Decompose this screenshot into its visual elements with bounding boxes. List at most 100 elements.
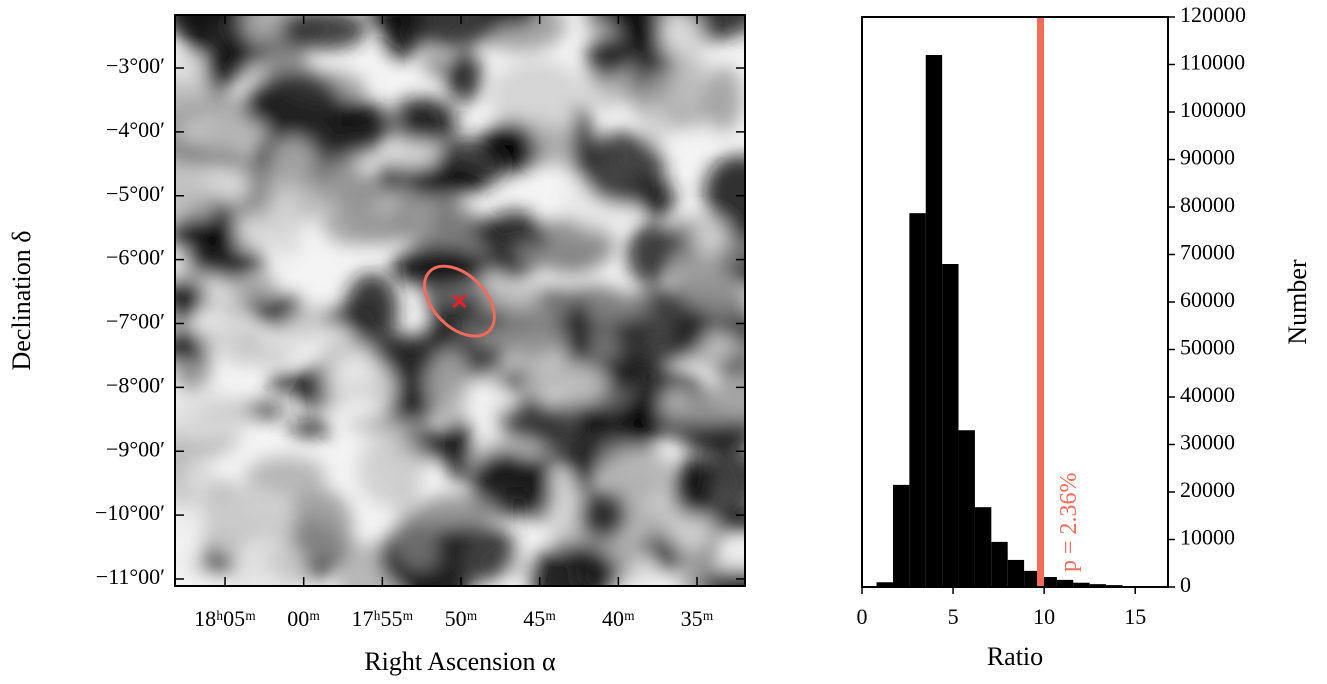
cloud (585, 36, 629, 78)
cloud (470, 450, 541, 518)
cloud (499, 405, 574, 443)
y-tick-label: 20000 (1180, 477, 1235, 502)
y-tick-label: 110000 (1180, 50, 1245, 75)
cloud (661, 15, 704, 59)
x-tick-label: 5 (948, 604, 959, 629)
cloud (623, 392, 662, 451)
cloud (444, 417, 474, 483)
bar (1056, 579, 1074, 587)
cloud (489, 15, 537, 27)
cloud (289, 418, 332, 438)
bar (876, 582, 893, 587)
cloud (245, 456, 327, 498)
cloud (208, 48, 232, 99)
cloud (482, 210, 547, 280)
cloud (371, 333, 435, 378)
y-tick-label: 30000 (1180, 430, 1235, 455)
threshold-label: p = 2.36% (1056, 472, 1082, 572)
x-tick-label: 45ᵐ (523, 606, 556, 631)
cloud (697, 571, 745, 586)
cloud (260, 308, 289, 327)
cloud (596, 446, 673, 498)
cloud (490, 59, 585, 136)
cloud (580, 131, 665, 205)
cloud (667, 510, 714, 551)
cloud (483, 343, 505, 368)
cloud (281, 15, 368, 51)
cloud (692, 218, 729, 256)
cloud (175, 388, 250, 445)
x-tick-label: 10 (1033, 604, 1055, 629)
cloud (402, 164, 487, 197)
cloud (196, 285, 250, 358)
cloud (271, 191, 303, 259)
y-tick-label: −4°00′ (106, 117, 165, 142)
y-tick-label: 0 (1180, 572, 1191, 597)
cloud (668, 48, 708, 113)
cloud (436, 522, 517, 583)
y-tick-label: 80000 (1180, 192, 1235, 217)
cloud (516, 245, 553, 269)
y-tick-label: −3°00′ (106, 53, 165, 78)
cloud (522, 360, 609, 406)
cloud (322, 198, 389, 246)
x-axis-label: Ratio (987, 642, 1043, 671)
bar (991, 541, 1008, 587)
y-tick-label: −8°00′ (106, 372, 165, 397)
cloud (175, 432, 187, 485)
cloud (427, 348, 469, 424)
cloud (231, 537, 307, 586)
y-tick-label: −9°00′ (106, 436, 165, 461)
cloud (212, 96, 252, 116)
cloud (418, 494, 496, 528)
cloud (175, 54, 203, 85)
cloud (571, 437, 597, 496)
cloud (222, 347, 294, 365)
cloud (671, 237, 732, 309)
y-tick-label: −5°00′ (106, 181, 165, 206)
source-region (423, 264, 496, 338)
y-tick-label: −11°00′ (96, 564, 165, 589)
cloud (240, 15, 279, 37)
y-axis-label: Number (1283, 259, 1312, 345)
cloud (357, 432, 424, 508)
y-tick-label: 120000 (1180, 2, 1246, 27)
cloud (315, 156, 363, 204)
cloud (268, 136, 317, 186)
bar (1073, 582, 1090, 587)
bar (892, 484, 910, 587)
sky-map (175, 15, 745, 586)
bar (974, 507, 992, 587)
x-tick-label: 17ʰ55ᵐ (351, 606, 413, 631)
cloud (548, 291, 649, 323)
cloud (389, 191, 472, 247)
cloud (423, 50, 448, 78)
x-tick-label: 50ᵐ (445, 606, 478, 631)
y-tick-label: −7°00′ (106, 309, 165, 334)
source-marker (452, 294, 467, 309)
cloud (327, 356, 395, 422)
cloud (393, 511, 450, 572)
cloud (175, 277, 208, 317)
x-tick-label: 15 (1124, 604, 1146, 629)
cloud (527, 543, 619, 586)
cloud (268, 372, 299, 393)
bar (1024, 570, 1041, 587)
y-tick-label: 90000 (1180, 145, 1235, 170)
cloud (494, 308, 565, 362)
map-frame (174, 14, 746, 587)
bar (1089, 584, 1107, 587)
y-tick-label: 10000 (1180, 525, 1235, 550)
bar (1040, 577, 1057, 587)
x-tick-label: 35ᵐ (681, 606, 714, 631)
cloud (703, 154, 745, 231)
cloud (565, 299, 592, 367)
cloud (644, 106, 669, 147)
cloud (246, 272, 278, 305)
cloud (175, 217, 240, 253)
x-tick-label: 0 (857, 604, 868, 629)
cloud (577, 490, 628, 540)
cloud (323, 306, 380, 325)
cloud (175, 15, 259, 44)
